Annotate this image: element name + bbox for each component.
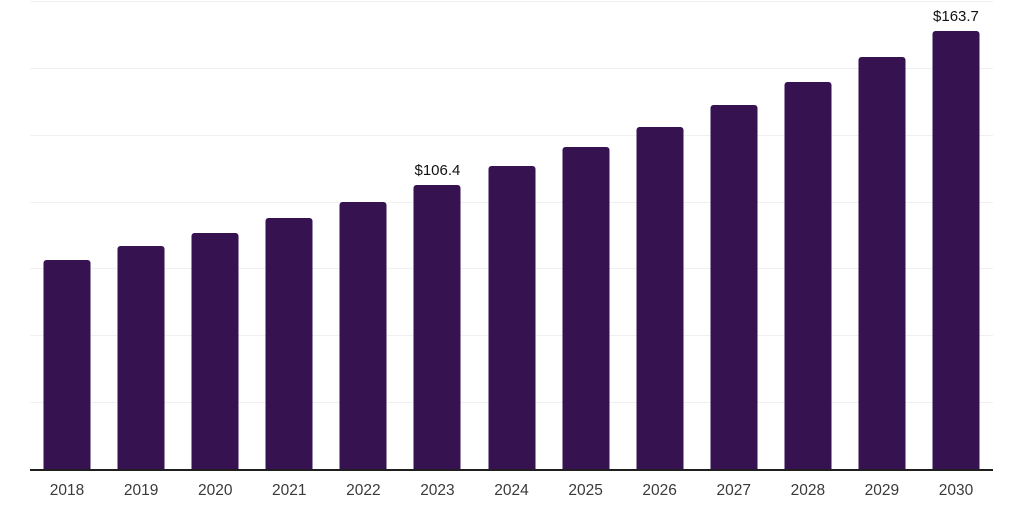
bar-2021 xyxy=(265,217,313,469)
x-tick-label-2023: 2023 xyxy=(420,482,455,499)
x-tick-label-2019: 2019 xyxy=(123,482,159,499)
bar-slot xyxy=(30,0,104,469)
bar-2019 xyxy=(117,246,165,469)
bar-slot xyxy=(178,0,252,469)
x-tick-label-2020: 2020 xyxy=(197,482,233,499)
x-tick-label-2026: 2026 xyxy=(642,482,677,499)
x-tick-label-2022: 2022 xyxy=(346,482,381,499)
x-tick-label-2025: 2025 xyxy=(568,482,603,499)
x-tick-label-2018: 2018 xyxy=(49,482,85,499)
bar-slot xyxy=(845,0,919,469)
bar-slot xyxy=(697,0,771,469)
x-axis-labels: 2018 2019 2020 2021 2022 2023 2024 2025 2026 2027… xyxy=(30,482,993,501)
gridline xyxy=(30,1,993,2)
bar-2030 xyxy=(932,31,980,469)
gridline xyxy=(30,135,993,136)
gridline xyxy=(30,68,993,69)
x-tick-label-2024: 2024 xyxy=(494,482,529,499)
bar-2029 xyxy=(858,57,906,469)
x-tick-label-2027: 2027 xyxy=(716,482,751,499)
bar-2027 xyxy=(710,105,758,469)
bar-2023 xyxy=(413,184,461,469)
bar-slot xyxy=(771,0,845,469)
data-label-2030: $163.7 xyxy=(933,8,979,26)
bar-2022 xyxy=(339,201,387,469)
bar-2025 xyxy=(562,147,610,469)
x-tick-label-2028: 2028 xyxy=(790,482,826,499)
bar-2024 xyxy=(488,166,535,469)
bar-2026 xyxy=(636,126,684,469)
bar-slot xyxy=(474,0,548,469)
data-label-2023: $106.4 xyxy=(414,161,461,179)
bar-2020 xyxy=(191,232,239,469)
plot-area: $106.4 $163.7 xyxy=(30,0,993,471)
bar-slot: $163.7 xyxy=(919,0,993,469)
bar-2028 xyxy=(784,82,832,469)
bar-slot xyxy=(252,0,326,469)
bar-slot xyxy=(326,0,400,469)
bar-slot xyxy=(623,0,697,469)
bar-slot: $106.4 xyxy=(400,0,474,469)
bars-row: $106.4 $163.7 xyxy=(30,0,993,469)
bar-slot xyxy=(104,0,178,469)
x-tick-label-2029: 2029 xyxy=(864,482,900,499)
x-axis-line xyxy=(30,469,993,471)
x-tick-label-2030: 2030 xyxy=(938,482,974,499)
bar-2018 xyxy=(43,259,91,469)
x-tick-label-2021: 2021 xyxy=(272,482,307,499)
bar-slot xyxy=(549,0,623,469)
